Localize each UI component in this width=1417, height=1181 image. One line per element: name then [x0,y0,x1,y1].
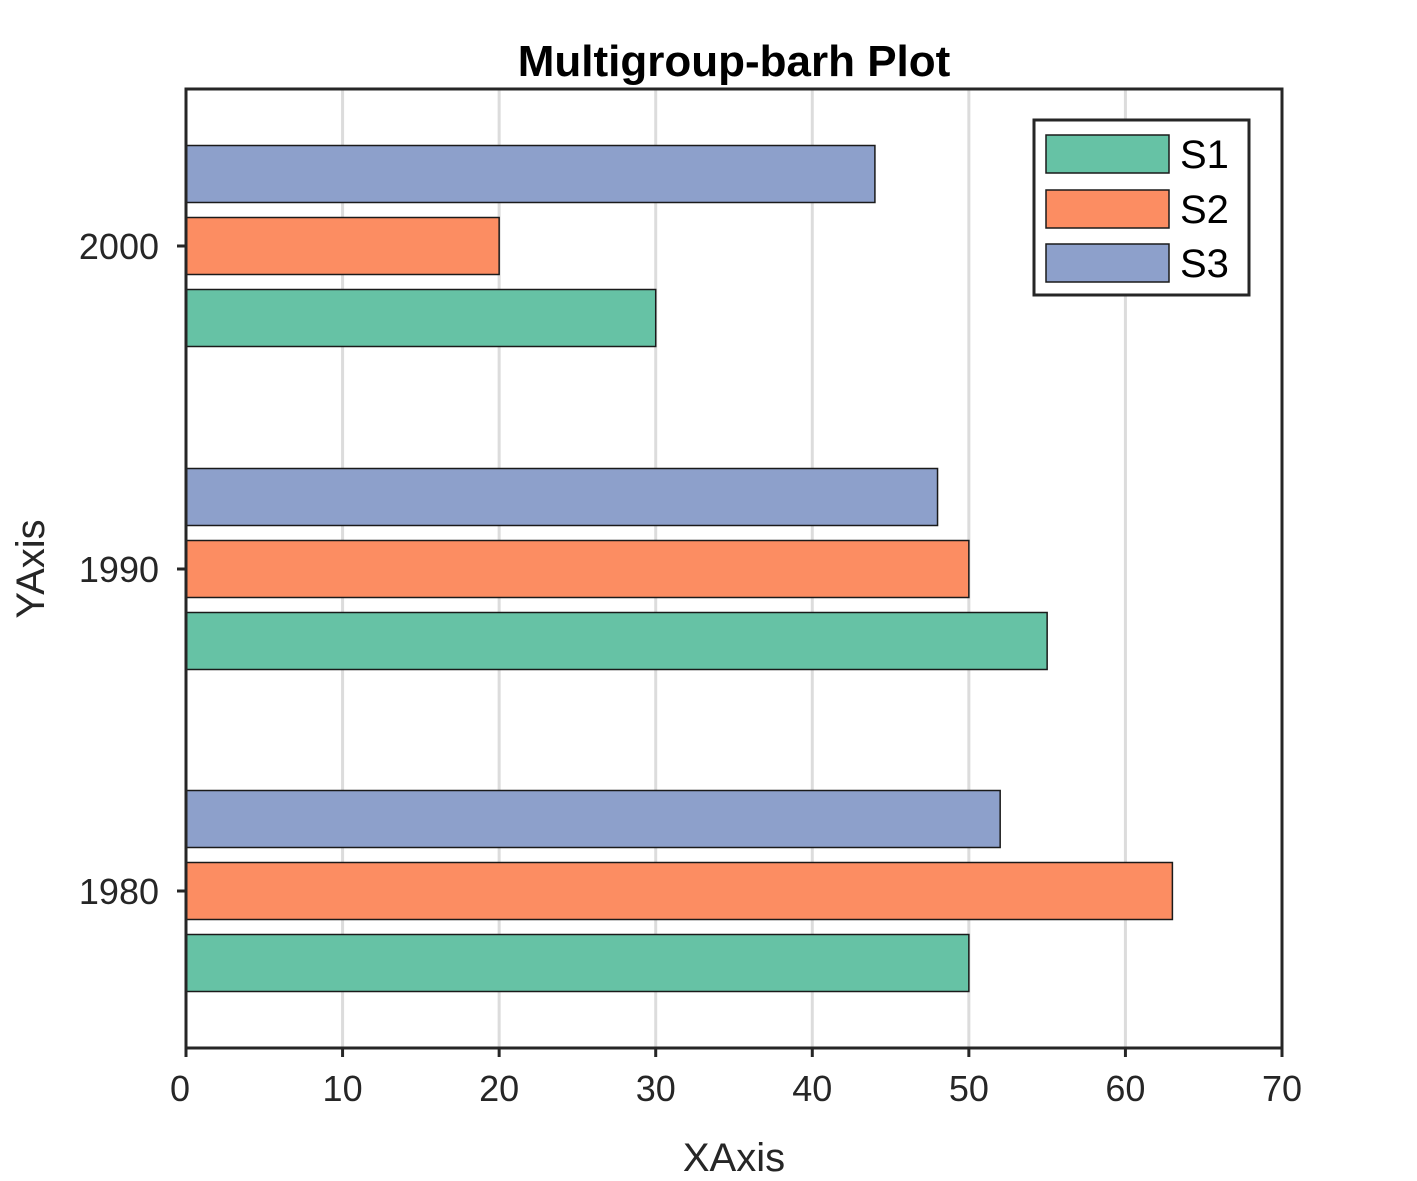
x-tick-label: 60 [1105,1068,1145,1109]
legend-swatch-s3 [1045,243,1170,283]
bar-s3-1980 [185,789,1001,849]
bars [185,144,1174,993]
x-tick-label: 20 [479,1068,519,1109]
x-tick-label: 50 [949,1068,989,1109]
chart-title: Multigroup-barh Plot [518,37,951,86]
y-tick-label: 1980 [79,871,159,912]
bar-s2-1980 [185,861,1174,921]
y-tick-label: 1990 [79,549,159,590]
bar-s2-2000 [185,216,500,276]
x-tick-label: 70 [1262,1068,1302,1109]
legend-label-s1: S1 [1180,133,1229,177]
bar-s1-2000 [185,288,657,348]
x-tick-label: 40 [792,1068,832,1109]
legend: S1 S2 S3 [1032,118,1251,297]
bar-s3-1990 [185,467,939,527]
x-tick-label: 0 [170,1068,190,1109]
legend-label-s2: S2 [1180,188,1229,232]
x-tick-label: 10 [323,1068,363,1109]
legend-label-s3: S3 [1180,242,1229,286]
axis-ticks: 0 10 20 30 40 50 60 70 1980 1990 2000 [79,226,1302,1109]
y-tick-label: 2000 [79,226,159,267]
bar-s1-1990 [185,611,1048,671]
legend-swatch-s2 [1045,189,1170,229]
bar-s2-1990 [185,539,970,599]
bar-s1-1980 [185,933,970,993]
legend-swatch-s1 [1045,134,1170,174]
x-axis-label: XAxis [683,1136,785,1180]
x-tick-label: 30 [636,1068,676,1109]
bar-s3-2000 [185,144,876,204]
y-axis-label: YAxis [9,519,53,618]
